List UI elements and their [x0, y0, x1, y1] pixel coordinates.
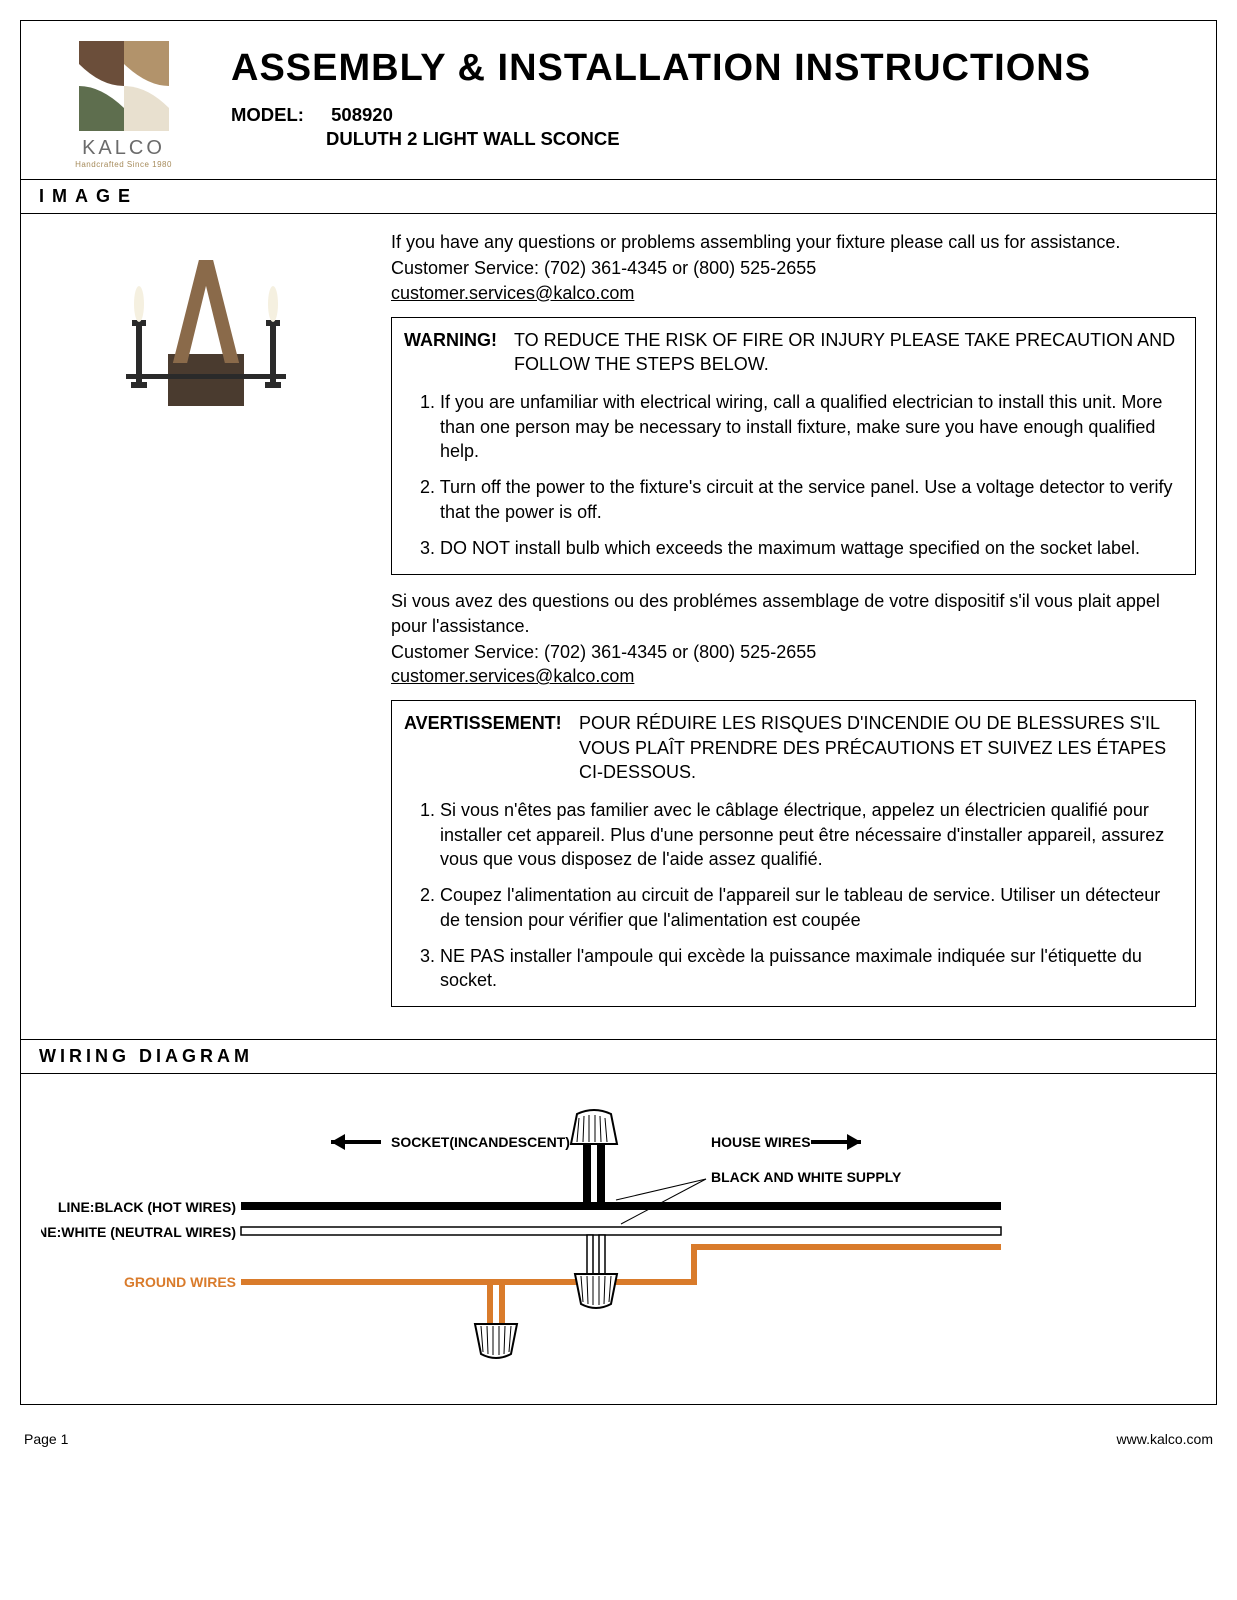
- page-footer: Page 1 www.kalco.com: [20, 1425, 1217, 1467]
- footer-url: www.kalco.com: [1117, 1431, 1213, 1447]
- section-header-image: IMAGE: [21, 180, 1216, 214]
- wiring-diagram: SOCKET(INCANDESCENT) HOUSE WIRES BLACK A…: [21, 1074, 1216, 1404]
- brand-logo-block: KALCO Handcrafted Since 1980: [46, 41, 201, 169]
- warning-step: NE PAS installer l'ampoule qui excède la…: [420, 944, 1183, 993]
- warning-text-en: TO REDUCE THE RISK OF FIRE OR INJURY PLE…: [514, 328, 1183, 377]
- label-house: HOUSE WIRES: [711, 1134, 811, 1150]
- warning-box-fr: AVERTISSEMENT! POUR RÉDUIRE LES RISQUES …: [391, 700, 1196, 1007]
- model-number: 508920: [331, 104, 393, 125]
- page-frame: KALCO Handcrafted Since 1980 ASSEMBLY & …: [20, 20, 1217, 1405]
- product-image-column: [31, 224, 391, 1021]
- customer-service-en: Customer Service: (702) 361-4345 or (800…: [391, 256, 1196, 280]
- document-header: KALCO Handcrafted Since 1980 ASSEMBLY & …: [21, 21, 1216, 180]
- instruction-text-column: If you have any questions or problems as…: [391, 224, 1206, 1021]
- label-neutral: LINE:WHITE (NEUTRAL WIRES): [41, 1224, 236, 1240]
- arrow-left-icon: [331, 1134, 381, 1150]
- section-header-wiring: WIRING DIAGRAM: [21, 1040, 1216, 1074]
- customer-service-fr: Customer Service: (702) 361-4345 or (800…: [391, 640, 1196, 664]
- warning-steps-fr: Si vous n'êtes pas familier avec le câbl…: [404, 798, 1183, 992]
- warning-step: If you are unfamiliar with electrical wi…: [420, 390, 1183, 463]
- model-line: MODEL: 508920: [231, 104, 1196, 126]
- brand-tagline: Handcrafted Since 1980: [46, 160, 201, 169]
- product-image: [106, 244, 306, 444]
- warning-label-fr: AVERTISSEMENT!: [404, 711, 579, 784]
- header-text-block: ASSEMBLY & INSTALLATION INSTRUCTIONS MOD…: [201, 41, 1196, 169]
- email-en: customer.services@kalco.com: [391, 281, 1196, 305]
- wire-connector-ground: [475, 1324, 517, 1358]
- label-ground: GROUND WIRES: [124, 1274, 236, 1290]
- wire-connector-mid: [575, 1274, 617, 1308]
- label-hot: LINE:BLACK (HOT WIRES): [58, 1199, 236, 1215]
- label-supply: BLACK AND WHITE SUPPLY: [711, 1169, 902, 1185]
- warning-steps-en: If you are unfamiliar with electrical wi…: [404, 390, 1183, 560]
- intro-en: If you have any questions or problems as…: [391, 230, 1196, 254]
- warning-text-fr: POUR RÉDUIRE LES RISQUES D'INCENDIE OU D…: [579, 711, 1183, 784]
- document-title: ASSEMBLY & INSTALLATION INSTRUCTIONS: [231, 47, 1196, 90]
- model-label: MODEL:: [231, 104, 326, 126]
- warning-step: Coupez l'alimentation au circuit de l'ap…: [420, 883, 1183, 932]
- intro-fr: Si vous avez des questions ou des problé…: [391, 589, 1196, 638]
- page-number: Page 1: [24, 1431, 68, 1447]
- warning-label-en: WARNING!: [404, 328, 514, 377]
- wire-connector-top: [571, 1110, 617, 1144]
- arrow-right-icon: [811, 1134, 861, 1150]
- brand-logo-icon: [79, 41, 169, 131]
- warning-step: DO NOT install bulb which exceeds the ma…: [420, 536, 1183, 560]
- warning-step: Turn off the power to the fixture's circ…: [420, 475, 1183, 524]
- warning-step: Si vous n'êtes pas familier avec le câbl…: [420, 798, 1183, 871]
- brand-name: KALCO: [46, 137, 201, 160]
- label-socket: SOCKET(INCANDESCENT): [391, 1134, 570, 1150]
- email-fr: customer.services@kalco.com: [391, 664, 1196, 688]
- warning-box-en: WARNING! TO REDUCE THE RISK OF FIRE OR I…: [391, 317, 1196, 575]
- image-section-body: If you have any questions or problems as…: [21, 214, 1216, 1040]
- model-name: DULUTH 2 LIGHT WALL SCONCE: [326, 128, 1196, 150]
